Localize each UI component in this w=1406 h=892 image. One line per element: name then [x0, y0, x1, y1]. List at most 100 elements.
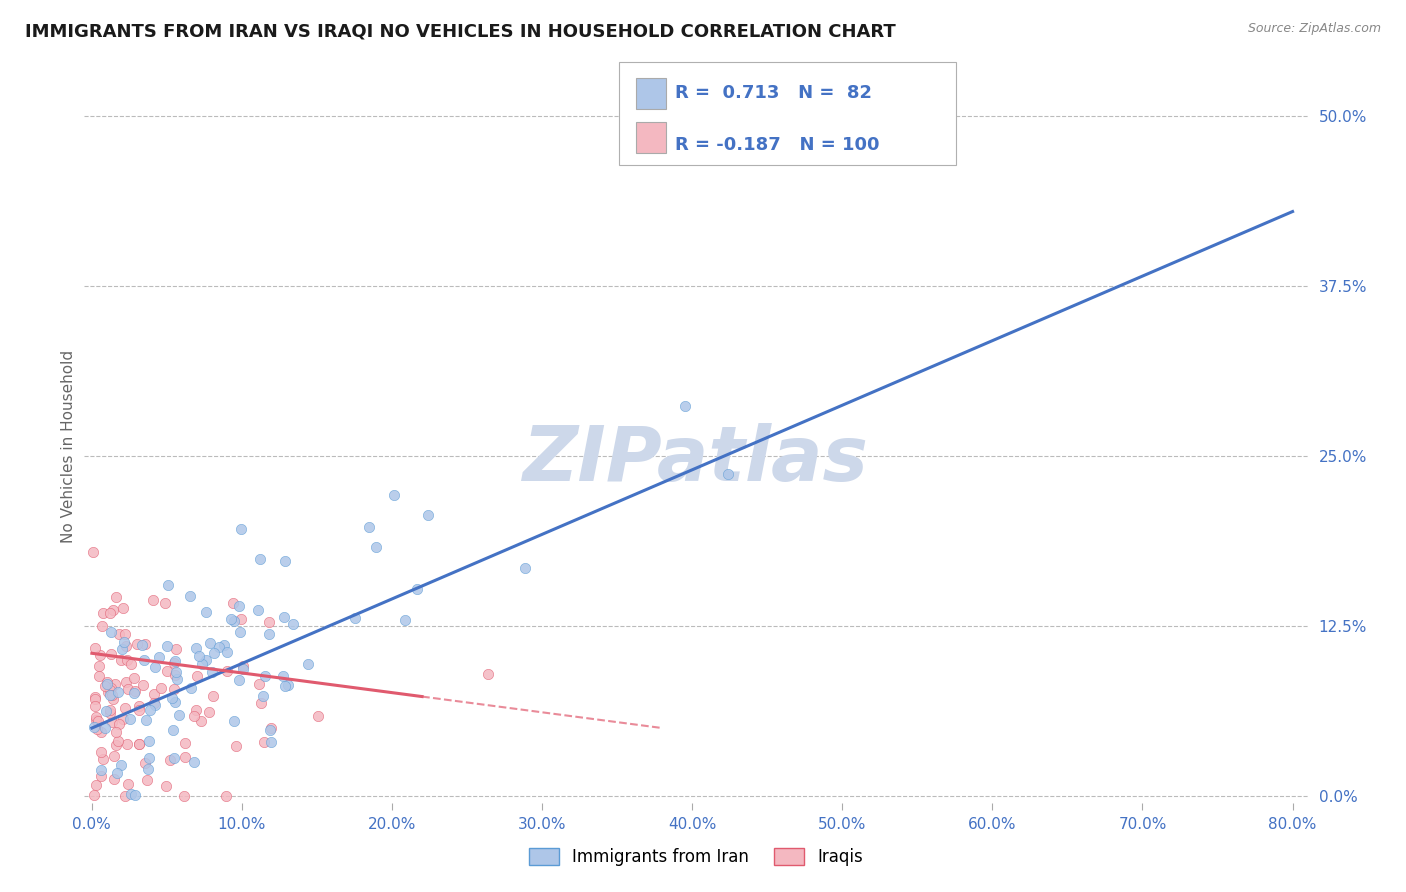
Point — [84, 713, 107, 727]
Point — [274, 679, 297, 693]
Point — [111, 641, 134, 656]
Point — [166, 672, 188, 686]
Text: R = -0.187   N = 100: R = -0.187 N = 100 — [675, 136, 879, 153]
Point — [359, 520, 381, 534]
Point — [87, 669, 110, 683]
Point — [165, 668, 187, 682]
Point — [117, 653, 139, 667]
Point — [232, 658, 254, 673]
Point — [128, 703, 150, 717]
Point — [271, 668, 294, 682]
Point — [103, 748, 125, 763]
Point — [249, 696, 271, 710]
Point — [100, 681, 122, 696]
Point — [105, 590, 128, 604]
Point — [142, 687, 165, 701]
Point — [134, 756, 156, 771]
Point — [673, 399, 696, 413]
Point — [110, 757, 132, 772]
Point — [194, 653, 217, 667]
Point — [98, 606, 121, 620]
Point — [364, 540, 387, 554]
Point — [82, 544, 104, 558]
Point — [343, 611, 366, 625]
Point — [117, 776, 139, 790]
Point — [394, 613, 416, 627]
Point — [115, 737, 138, 751]
Point — [194, 605, 217, 619]
Point — [165, 641, 187, 656]
Point — [148, 650, 170, 665]
Point — [165, 694, 187, 708]
Point — [98, 689, 121, 703]
Point — [513, 561, 536, 575]
Point — [163, 751, 186, 765]
Text: Source: ZipAtlas.com: Source: ZipAtlas.com — [1247, 22, 1381, 36]
Point — [191, 657, 214, 672]
Point — [104, 725, 127, 739]
Point — [225, 739, 247, 753]
Point — [93, 752, 115, 766]
Point — [96, 676, 118, 690]
Point — [131, 639, 153, 653]
Point — [136, 773, 159, 788]
Point — [208, 640, 231, 654]
Point — [90, 764, 112, 778]
Point — [120, 657, 142, 672]
Point — [96, 705, 118, 719]
Point — [114, 626, 136, 640]
Point — [132, 677, 155, 691]
Point — [84, 640, 107, 655]
Point — [104, 738, 127, 752]
Point — [135, 714, 157, 728]
Point — [163, 657, 186, 671]
Point — [183, 755, 205, 769]
Point — [215, 789, 238, 803]
Point — [94, 679, 117, 693]
Point — [90, 745, 112, 759]
Point — [163, 681, 186, 696]
Point — [201, 665, 224, 679]
Legend: Immigrants from Iran, Iraqis: Immigrants from Iran, Iraqis — [522, 841, 870, 873]
Point — [114, 701, 136, 715]
Point — [138, 750, 160, 764]
Point — [188, 648, 211, 663]
Point — [122, 671, 145, 685]
Point — [111, 600, 134, 615]
Point — [257, 626, 280, 640]
Point — [277, 678, 299, 692]
Point — [84, 778, 107, 792]
Point — [281, 616, 304, 631]
Point — [252, 690, 274, 704]
Point — [202, 646, 225, 660]
Point — [139, 703, 162, 717]
Point — [142, 696, 165, 710]
Point — [120, 712, 142, 726]
Point — [100, 688, 122, 702]
Point — [100, 715, 122, 730]
Point — [117, 681, 139, 696]
Point — [162, 723, 184, 737]
Point — [103, 772, 125, 787]
Point — [155, 640, 177, 654]
Point — [416, 508, 439, 522]
Point — [308, 709, 330, 723]
Point — [89, 648, 111, 662]
Point — [198, 635, 221, 649]
Point — [406, 582, 429, 596]
Text: IMMIGRANTS FROM IRAN VS IRAQI NO VEHICLES IN HOUSEHOLD CORRELATION CHART: IMMIGRANTS FROM IRAN VS IRAQI NO VEHICLE… — [25, 22, 896, 40]
Point — [87, 714, 110, 728]
Point — [222, 596, 245, 610]
Point — [174, 750, 197, 764]
Point — [124, 684, 146, 698]
Point — [260, 735, 283, 749]
Point — [100, 647, 122, 661]
Point — [184, 702, 207, 716]
Point — [87, 659, 110, 673]
Point — [167, 707, 190, 722]
Point — [125, 637, 148, 651]
Point — [253, 735, 276, 749]
Point — [183, 709, 205, 723]
Point — [232, 661, 254, 675]
Point — [108, 716, 131, 731]
